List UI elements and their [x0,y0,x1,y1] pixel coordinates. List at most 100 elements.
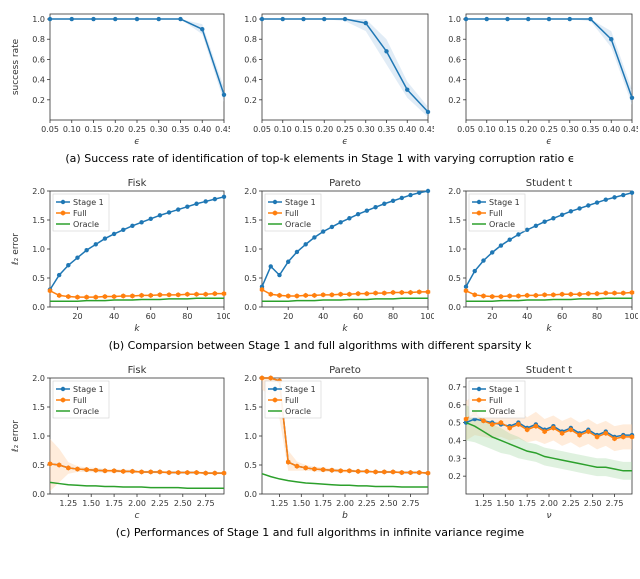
svg-text:1.0: 1.0 [448,245,461,254]
svg-text:0.2: 0.2 [32,96,45,105]
svg-text:2.0: 2.0 [448,187,461,196]
svg-text:Pareto: Pareto [329,365,361,376]
svg-text:2.75: 2.75 [606,499,624,508]
svg-text:2.00: 2.00 [128,499,146,508]
svg-text:1.5: 1.5 [244,216,257,225]
svg-text:0.5: 0.5 [448,419,461,428]
svg-text:1.0: 1.0 [32,15,45,24]
svg-text:0.35: 0.35 [582,125,600,134]
svg-text:2.0: 2.0 [32,374,45,383]
svg-text:0.0: 0.0 [32,303,45,312]
svg-text:0.25: 0.25 [540,125,558,134]
svg-text:0.4: 0.4 [32,76,45,85]
svg-text:0.40: 0.40 [193,125,211,134]
svg-text:80: 80 [592,312,602,321]
svg-text:0.2: 0.2 [244,96,257,105]
svg-text:Student t: Student t [526,178,573,189]
svg-text:2.50: 2.50 [174,499,192,508]
svg-text:1.0: 1.0 [32,245,45,254]
svg-text:0.05: 0.05 [41,125,59,134]
svg-text:2.25: 2.25 [358,499,376,508]
panel-a-2: 0.050.100.150.200.250.300.350.400.450.20… [234,8,434,148]
panel-b-1: 204060801000.00.51.01.52.0kℓ₂ errorFiskS… [8,175,230,335]
svg-text:0.15: 0.15 [85,125,103,134]
svg-text:0.0: 0.0 [448,303,461,312]
svg-text:Oracle: Oracle [489,407,515,416]
svg-text:2.50: 2.50 [380,499,398,508]
svg-text:ϵ: ϵ [546,137,552,147]
row-a: 0.050.100.150.200.250.300.350.400.450.20… [8,8,632,148]
svg-text:60: 60 [557,312,567,321]
svg-text:0.35: 0.35 [172,125,190,134]
svg-text:k: k [134,324,140,334]
svg-text:20: 20 [487,312,497,321]
panel-c-2: 1.251.501.752.002.252.502.750.00.51.01.5… [234,362,434,522]
panel-c-1: 1.251.501.752.002.252.502.750.00.51.01.5… [8,362,230,522]
svg-text:1.50: 1.50 [496,499,514,508]
svg-text:Pareto: Pareto [329,178,361,189]
svg-text:1.0: 1.0 [244,245,257,254]
svg-text:0.8: 0.8 [448,35,461,44]
svg-text:1.0: 1.0 [244,15,257,24]
svg-text:40: 40 [522,312,532,321]
svg-text:0.20: 0.20 [315,125,333,134]
svg-text:Stage 1: Stage 1 [73,385,104,394]
svg-text:0.20: 0.20 [106,125,124,134]
svg-text:0.45: 0.45 [419,125,434,134]
svg-text:80: 80 [182,312,192,321]
svg-text:0.2: 0.2 [448,472,461,481]
svg-text:0.05: 0.05 [457,125,475,134]
svg-text:b: b [342,511,348,521]
svg-text:1.5: 1.5 [32,216,45,225]
caption-b: (b) Comparsion between Stage 1 and full … [8,339,632,352]
svg-text:Full: Full [489,396,503,405]
svg-text:1.50: 1.50 [82,499,100,508]
svg-text:0.40: 0.40 [398,125,416,134]
panel-b-3: 204060801000.00.51.01.52.0kStudent tStag… [438,175,638,335]
svg-text:ℓ₂ error: ℓ₂ error [11,420,21,453]
svg-text:1.0: 1.0 [448,15,461,24]
svg-text:Fisk: Fisk [128,178,147,189]
svg-text:2.50: 2.50 [584,499,602,508]
svg-text:Student t: Student t [526,365,573,376]
svg-text:40: 40 [109,312,119,321]
row-c: 1.251.501.752.002.252.502.750.00.51.01.5… [8,362,632,522]
svg-text:k: k [342,324,348,334]
svg-text:1.25: 1.25 [271,499,289,508]
svg-text:0.6: 0.6 [244,55,257,64]
panel-c-3: 1.251.501.752.002.252.502.750.20.30.40.5… [438,362,638,522]
svg-text:0.0: 0.0 [244,490,257,499]
svg-text:Fisk: Fisk [128,365,147,376]
svg-text:Full: Full [285,209,299,218]
svg-text:Oracle: Oracle [489,220,515,229]
svg-text:1.50: 1.50 [292,499,310,508]
svg-text:1.25: 1.25 [475,499,493,508]
svg-text:0.45: 0.45 [623,125,638,134]
svg-text:0.25: 0.25 [336,125,354,134]
svg-text:ϵ: ϵ [342,137,348,147]
svg-text:0.2: 0.2 [448,96,461,105]
svg-text:Oracle: Oracle [285,407,311,416]
svg-text:2.00: 2.00 [540,499,558,508]
row-b: 204060801000.00.51.01.52.0kℓ₂ errorFiskS… [8,175,632,335]
svg-text:1.5: 1.5 [244,403,257,412]
svg-text:c: c [135,511,140,521]
svg-text:20: 20 [283,312,293,321]
svg-text:0.5: 0.5 [244,461,257,470]
svg-text:1.25: 1.25 [59,499,77,508]
panel-a-1: 0.050.100.150.200.250.300.350.400.450.20… [8,8,230,148]
panel-b-2: 204060801000.00.51.01.52.0kParetoStage 1… [234,175,434,335]
svg-text:40: 40 [318,312,328,321]
svg-text:2.75: 2.75 [402,499,420,508]
svg-text:2.00: 2.00 [336,499,354,508]
svg-text:20: 20 [72,312,82,321]
svg-text:ν: ν [546,511,551,521]
svg-text:80: 80 [388,312,398,321]
svg-text:Stage 1: Stage 1 [285,385,316,394]
svg-text:0.6: 0.6 [448,401,461,410]
svg-text:0.10: 0.10 [63,125,81,134]
svg-text:0.10: 0.10 [274,125,292,134]
svg-text:Full: Full [285,396,299,405]
svg-text:k: k [546,324,552,334]
svg-text:1.0: 1.0 [244,432,257,441]
